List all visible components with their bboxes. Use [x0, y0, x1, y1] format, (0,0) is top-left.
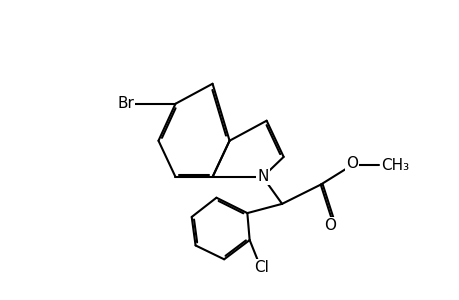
Text: O: O	[324, 218, 336, 233]
Text: O: O	[345, 156, 357, 171]
Text: Cl: Cl	[254, 260, 269, 275]
Text: CH₃: CH₃	[380, 158, 408, 173]
Text: N: N	[257, 169, 268, 184]
Text: Br: Br	[117, 95, 134, 110]
